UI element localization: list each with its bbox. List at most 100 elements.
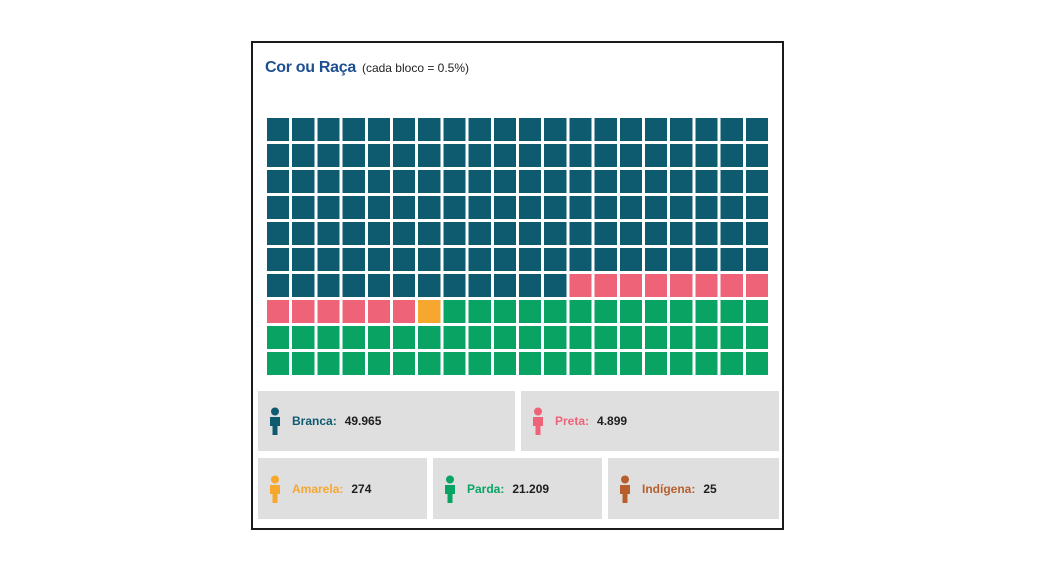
waffle-block-preta xyxy=(619,274,642,297)
waffle-block-parda xyxy=(418,352,441,375)
waffle-block-parda xyxy=(468,326,491,349)
legend-item-branca: Branca: 49.965 xyxy=(258,391,515,451)
person-icon xyxy=(270,475,280,503)
waffle-block-preta xyxy=(645,274,668,297)
waffle-block-parda xyxy=(569,326,592,349)
waffle-block-parda xyxy=(317,326,340,349)
title-row: Cor ou Raça (cada bloco = 0.5%) xyxy=(265,59,469,77)
waffle-block-branca xyxy=(267,144,290,167)
waffle-block-branca xyxy=(544,274,567,297)
waffle-block-branca xyxy=(317,170,340,193)
waffle-block-branca xyxy=(317,118,340,141)
waffle-block-parda xyxy=(544,300,567,323)
waffle-block-preta xyxy=(292,300,315,323)
waffle-block-branca xyxy=(544,248,567,271)
legend-label: Branca: xyxy=(292,414,337,428)
waffle-block-parda xyxy=(493,352,516,375)
waffle-block-branca xyxy=(519,274,542,297)
waffle-block-preta xyxy=(594,274,617,297)
legend-value: 49.965 xyxy=(344,414,382,428)
waffle-block-preta xyxy=(720,274,743,297)
waffle-block-parda xyxy=(443,326,466,349)
waffle-block-branca xyxy=(569,222,592,245)
waffle-block-branca xyxy=(645,118,668,141)
legend-item-amarela: Amarela: 274 xyxy=(258,458,427,519)
waffle-block-parda xyxy=(267,326,290,349)
waffle-block-branca xyxy=(493,144,516,167)
waffle-block-branca xyxy=(393,248,416,271)
waffle-block-branca xyxy=(393,144,416,167)
waffle-block-branca xyxy=(443,248,466,271)
waffle-block-branca xyxy=(443,144,466,167)
waffle-block-amarela xyxy=(418,300,441,323)
waffle-block-parda xyxy=(645,300,668,323)
waffle-block-branca xyxy=(292,170,315,193)
waffle-block-branca xyxy=(569,118,592,141)
waffle-block-parda xyxy=(745,326,768,349)
waffle-block-branca xyxy=(619,170,642,193)
waffle-block-branca xyxy=(267,222,290,245)
waffle-block-branca xyxy=(745,248,768,271)
waffle-block-branca xyxy=(493,248,516,271)
waffle-block-branca xyxy=(443,196,466,219)
waffle-block-parda xyxy=(393,326,416,349)
waffle-block-branca xyxy=(367,196,390,219)
waffle-block-parda xyxy=(468,352,491,375)
waffle-block-preta xyxy=(267,300,290,323)
waffle-block-branca xyxy=(342,196,365,219)
waffle-block-branca xyxy=(645,222,668,245)
waffle-block-branca xyxy=(544,170,567,193)
waffle-block-branca xyxy=(267,248,290,271)
waffle-block-branca xyxy=(367,170,390,193)
legend-value: 21.209 xyxy=(512,481,550,496)
waffle-block-branca xyxy=(594,170,617,193)
waffle-block-parda xyxy=(418,326,441,349)
waffle-block-branca xyxy=(745,144,768,167)
waffle-block-preta xyxy=(569,274,592,297)
waffle-block-branca xyxy=(317,248,340,271)
waffle-block-parda xyxy=(619,326,642,349)
waffle-block-branca xyxy=(367,248,390,271)
waffle-block-parda xyxy=(292,352,315,375)
waffle-block-branca xyxy=(720,118,743,141)
waffle-block-parda xyxy=(619,352,642,375)
waffle-block-branca xyxy=(619,144,642,167)
waffle-block-parda xyxy=(317,352,340,375)
waffle-block-branca xyxy=(670,222,693,245)
waffle-block-branca xyxy=(493,222,516,245)
waffle-block-parda xyxy=(443,300,466,323)
waffle-block-branca xyxy=(670,144,693,167)
waffle-block-branca xyxy=(745,170,768,193)
waffle-block-branca xyxy=(670,196,693,219)
waffle-block-parda xyxy=(342,352,365,375)
waffle-block-branca xyxy=(292,118,315,141)
waffle-block-parda xyxy=(493,300,516,323)
waffle-block-parda xyxy=(367,326,390,349)
waffle-block-parda xyxy=(468,300,491,323)
waffle-block-branca xyxy=(418,248,441,271)
waffle-block-branca xyxy=(720,144,743,167)
waffle-block-branca xyxy=(267,118,290,141)
waffle-block-branca xyxy=(594,144,617,167)
waffle-block-parda xyxy=(695,352,718,375)
waffle-block-branca xyxy=(317,274,340,297)
waffle-block-parda xyxy=(292,326,315,349)
waffle-block-branca xyxy=(544,222,567,245)
waffle-block-branca xyxy=(670,248,693,271)
waffle-block-parda xyxy=(745,352,768,375)
waffle-block-branca xyxy=(745,196,768,219)
waffle-block-branca xyxy=(468,274,491,297)
waffle-block-branca xyxy=(670,170,693,193)
waffle-block-branca xyxy=(393,118,416,141)
waffle-block-branca xyxy=(619,118,642,141)
waffle-block-parda xyxy=(367,352,390,375)
waffle-block-parda xyxy=(645,352,668,375)
waffle-block-branca xyxy=(645,170,668,193)
waffle-block-branca xyxy=(418,144,441,167)
waffle-block-branca xyxy=(695,118,718,141)
waffle-block-parda xyxy=(267,352,290,375)
chart-subtitle: (cada bloco = 0.5%) xyxy=(361,61,470,75)
waffle-block-parda xyxy=(619,300,642,323)
waffle-block-branca xyxy=(292,144,315,167)
waffle-block-branca xyxy=(393,196,416,219)
